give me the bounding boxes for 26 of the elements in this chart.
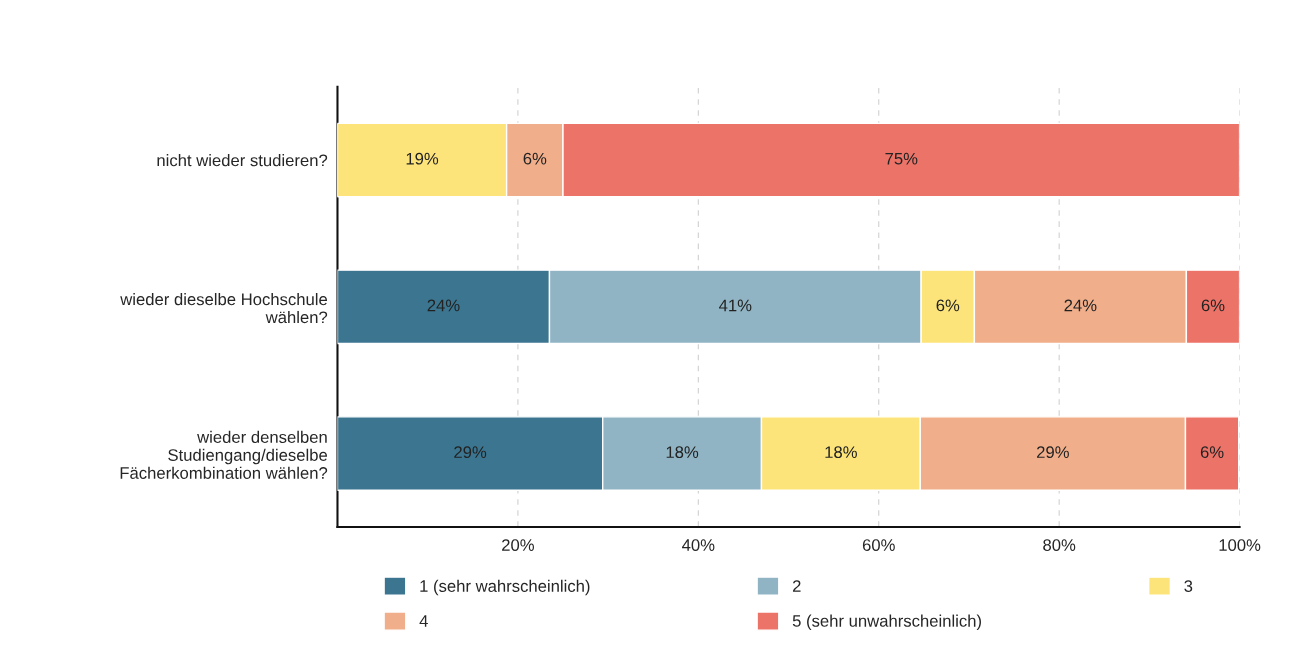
- data-label: 6%: [1201, 299, 1225, 312]
- data-label: 18%: [666, 446, 699, 459]
- data-label: 24%: [1064, 299, 1097, 312]
- data-label: 6%: [936, 299, 960, 312]
- data-label: 19%: [406, 152, 439, 165]
- legend-label: 2: [792, 580, 801, 592]
- x-tick-label: 20%: [502, 539, 534, 551]
- data-label: 41%: [719, 299, 752, 312]
- data-label: 29%: [1037, 446, 1069, 459]
- data-label: 6%: [523, 152, 547, 165]
- legend-label: 4: [419, 615, 428, 627]
- y-tick-label: wieder denselben Studiengang/dieselbe Fächerkombination wählen?: [120, 430, 328, 479]
- legend-label: 1 (sehr wahrscheinlich): [420, 579, 590, 596]
- data-label: 6%: [1200, 446, 1224, 459]
- legend-label: 3: [1184, 580, 1193, 592]
- x-tick-label: 80%: [1043, 539, 1076, 551]
- y-tick-label: wieder dieselbe Hochschule wählen?: [120, 293, 328, 324]
- data-label: 29%: [454, 446, 487, 459]
- x-tick-label: 60%: [862, 539, 895, 551]
- data-label: 75%: [885, 152, 918, 165]
- y-tick-label: nicht wieder studieren?: [157, 154, 328, 167]
- data-label: 18%: [825, 446, 857, 459]
- data-label: 24%: [427, 299, 460, 312]
- x-tick-label: 40%: [682, 539, 715, 551]
- x-tick-label: 100%: [1219, 539, 1261, 551]
- legend-label: 5 (sehr unwahrscheinlich): [792, 614, 981, 631]
